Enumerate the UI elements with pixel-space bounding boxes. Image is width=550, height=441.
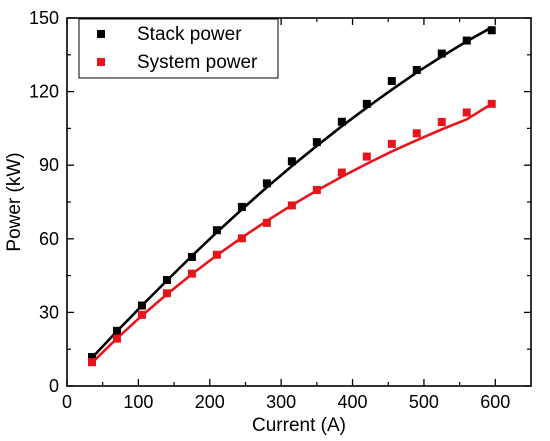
stack-power-point (287, 157, 296, 166)
y-axis-ticks: 0 30 60 90 120 150 (29, 8, 531, 396)
y-tick-label: 60 (39, 229, 59, 249)
legend-marker-system (97, 58, 105, 66)
system-power-point (312, 185, 321, 194)
x-tick-label: 100 (123, 392, 153, 412)
stack-power-point (362, 99, 371, 108)
x-tick-label: 400 (338, 392, 368, 412)
system-power-point (337, 168, 346, 177)
system-power-point (212, 250, 221, 259)
y-tick-label: 150 (29, 8, 59, 28)
stack-power-point (137, 301, 146, 310)
system-power-point (462, 108, 471, 117)
stack-power-point (337, 117, 346, 126)
system-power-point (287, 201, 296, 210)
y-tick-label: 0 (49, 376, 59, 396)
series-layer (87, 26, 496, 367)
y-tick-label: 90 (39, 155, 59, 175)
legend-box (78, 18, 279, 79)
stack-power-point (312, 138, 321, 147)
system-power-point (387, 139, 396, 148)
legend-label-stack: Stack power (137, 24, 242, 45)
x-tick-label: 300 (266, 392, 296, 412)
stack-power-point (437, 49, 446, 58)
system-power-point (187, 269, 196, 278)
stack-power-point (487, 26, 496, 35)
y-axis-label: Power (kW) (4, 152, 25, 251)
legend-marker-stack (97, 30, 105, 38)
stack-power-point (87, 353, 96, 362)
system-power-point (112, 334, 121, 343)
system-power-point (437, 118, 446, 127)
x-axis-label: Current (A) (252, 415, 346, 436)
system-power-point (262, 218, 271, 227)
system-power-point (412, 129, 421, 138)
system-power-fit-line (91, 102, 493, 364)
system-power-point (137, 310, 146, 319)
y-tick-label: 120 (29, 82, 59, 102)
legend-label-system: System power (137, 52, 258, 73)
x-tick-label: 600 (480, 392, 510, 412)
stack-power-fit-line (91, 26, 493, 359)
stack-power-point (187, 252, 196, 261)
system-power-point (162, 289, 171, 298)
stack-power-point (237, 202, 246, 211)
system-power-point (487, 99, 496, 108)
legend: Stack power System power (78, 18, 279, 79)
system-power-point (237, 234, 246, 243)
stack-power-point (412, 66, 421, 75)
stack-power-point (462, 36, 471, 45)
stack-power-point (212, 226, 221, 235)
system-power-point (362, 152, 371, 161)
stack-power-point (262, 179, 271, 188)
stack-power-point (162, 276, 171, 285)
x-tick-label: 200 (195, 392, 225, 412)
x-tick-label: 500 (409, 392, 439, 412)
stack-power-point (387, 77, 396, 86)
y-tick-label: 30 (39, 302, 59, 322)
system-power-point (87, 358, 96, 367)
x-tick-label: 0 (62, 392, 72, 412)
stack-power-point (112, 326, 121, 335)
